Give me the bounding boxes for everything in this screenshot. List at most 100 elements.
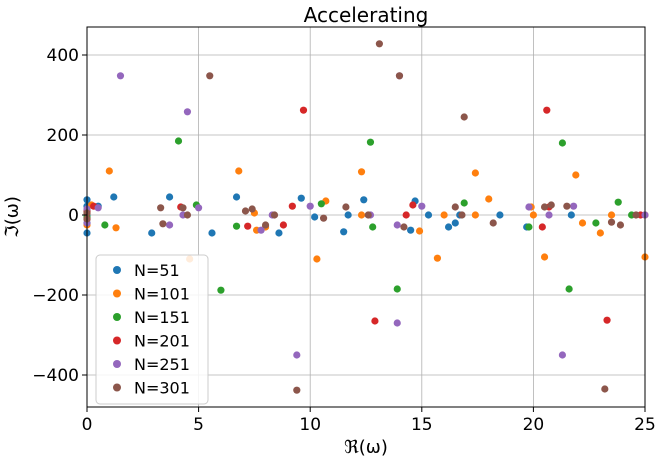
point-series-3 (565, 285, 573, 293)
legend-label: N=251 (134, 355, 190, 374)
point-series-3 (393, 285, 401, 293)
plot-area (86, 26, 646, 408)
point-series-4 (299, 106, 308, 114)
point-series-4 (371, 317, 379, 325)
point-series-3 (317, 200, 325, 208)
point-series-6 (248, 205, 256, 213)
point-series-3 (369, 223, 377, 231)
point-series-5 (116, 72, 125, 80)
point-series-2 (112, 224, 120, 232)
legend-marker (113, 266, 121, 274)
point-series-6 (293, 386, 301, 394)
point-series-2 (357, 168, 366, 176)
point-series-4 (543, 106, 551, 114)
legend-marker (113, 383, 121, 392)
y-axis-ticks: −400 −200 0 200 400 (32, 46, 87, 386)
point-series-6 (489, 219, 497, 227)
x-tick-label: 10 (299, 415, 321, 435)
legend-label: N=101 (134, 285, 190, 304)
point-series-3 (101, 221, 109, 229)
legend-marker (113, 289, 121, 298)
point-series-3 (366, 138, 375, 146)
point-series-6 (460, 113, 468, 121)
point-series-1 (148, 229, 156, 237)
point-series-6 (364, 211, 372, 219)
point-series-3 (217, 286, 225, 294)
point-series-1 (275, 229, 283, 237)
point-series-5 (569, 202, 578, 210)
legend-marker (113, 360, 121, 368)
point-series-2 (105, 167, 113, 175)
point-series-4 (279, 221, 288, 229)
point-series-1 (297, 194, 305, 202)
point-series-2 (529, 211, 538, 219)
point-series-1 (311, 213, 319, 221)
x-axis-label: ℜ(ω) (344, 437, 388, 458)
point-series-2 (540, 253, 549, 261)
point-series-1 (451, 219, 459, 227)
point-series-1 (232, 193, 241, 201)
y-tick-label: −200 (32, 286, 79, 306)
y-tick-label: 400 (47, 46, 79, 66)
y-tick-label: 200 (47, 126, 79, 146)
point-series-2 (235, 167, 243, 175)
y-axis-label: ℑ(ω) (2, 196, 23, 238)
point-series-5 (393, 319, 401, 327)
point-series-5 (418, 202, 426, 210)
point-series-6 (270, 211, 279, 219)
point-series-2 (415, 227, 424, 235)
point-series-6 (563, 202, 571, 210)
point-series-3 (174, 137, 183, 145)
point-series-4 (603, 316, 611, 324)
point-series-3 (592, 219, 600, 227)
point-series-4 (409, 201, 417, 209)
point-series-2 (471, 211, 479, 219)
point-series-2 (607, 211, 616, 219)
point-series-2 (596, 229, 604, 237)
point-series-6 (183, 211, 192, 219)
x-tick-label: 25 (634, 415, 656, 435)
point-series-1 (444, 223, 453, 231)
point-series-2 (313, 255, 321, 263)
point-series-2 (357, 211, 366, 219)
point-series-6 (159, 220, 167, 228)
point-series-2 (578, 219, 587, 227)
point-series-2 (440, 211, 448, 219)
point-series-6 (179, 204, 187, 212)
point-series-2 (433, 254, 442, 262)
point-series-2 (471, 169, 479, 177)
point-series-3 (558, 139, 567, 147)
point-series-5 (393, 221, 401, 229)
point-series-3 (525, 223, 533, 231)
point-series-5 (195, 204, 203, 212)
y-tick-label: −400 (32, 366, 79, 386)
point-series-4 (244, 222, 252, 230)
point-series-5 (94, 204, 102, 212)
chart-title: Accelerating (304, 3, 429, 27)
legend-label: N=151 (134, 308, 190, 327)
legend-marker (113, 313, 121, 321)
x-axis-ticks: 0 5 10 15 20 25 (82, 407, 656, 435)
point-series-6 (607, 218, 616, 226)
point-series-6 (261, 221, 270, 229)
point-series-1 (344, 211, 352, 219)
point-series-1 (407, 226, 415, 234)
point-series-5 (293, 351, 301, 359)
point-series-6 (632, 211, 640, 219)
x-tick-label: 20 (523, 415, 545, 435)
point-series-1 (110, 193, 118, 201)
point-series-4 (538, 223, 546, 231)
point-series-5 (558, 351, 567, 359)
point-series-6 (400, 223, 408, 231)
point-series-4 (402, 211, 410, 219)
point-series-6 (616, 221, 625, 229)
point-series-1 (496, 211, 504, 219)
point-series-1 (340, 228, 348, 236)
point-series-2 (572, 171, 580, 179)
point-series-3 (460, 199, 468, 207)
point-series-6 (458, 211, 466, 219)
point-series-6 (319, 214, 328, 222)
y-tick-label: 0 (68, 206, 79, 226)
point-series-5 (525, 203, 533, 211)
